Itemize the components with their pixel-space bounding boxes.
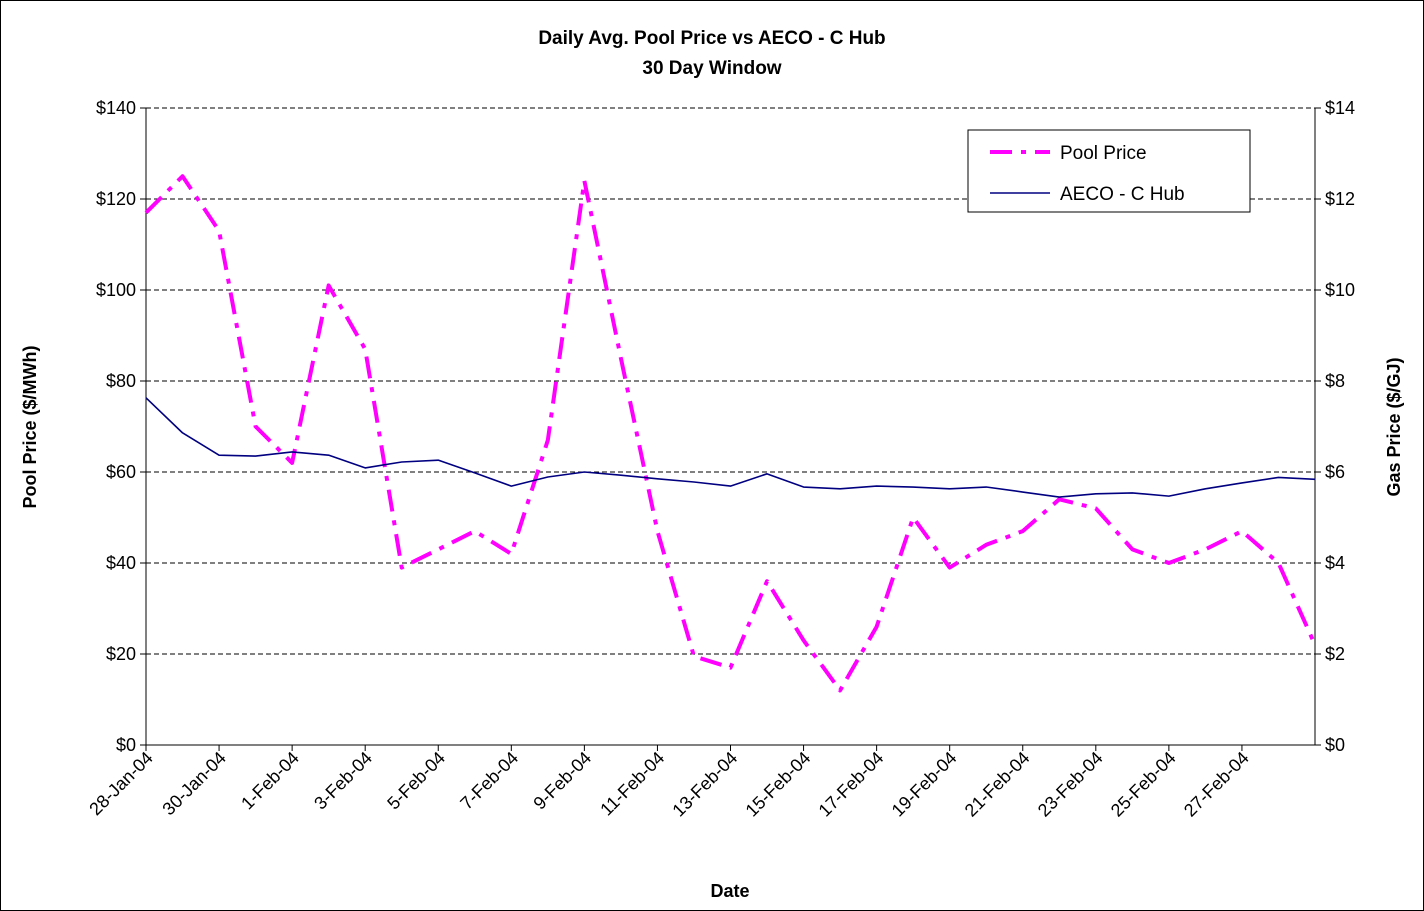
chart-subtitle: 30 Day Window <box>642 58 781 79</box>
y2-tick-label: $6 <box>1325 462 1345 482</box>
y-tick-label: $120 <box>96 189 136 209</box>
y2-axis-title: Gas Price ($/GJ) <box>1384 357 1404 496</box>
y-tick-label: $60 <box>106 462 136 482</box>
legend-box <box>967 129 1251 213</box>
y-tick-label: $0 <box>116 735 136 755</box>
legend-label: AECO - C Hub <box>1060 184 1185 205</box>
y2-tick-label: $12 <box>1325 189 1355 209</box>
y-tick-label: $140 <box>96 98 136 118</box>
series-line <box>145 397 1316 498</box>
y-tick-label: $40 <box>106 553 136 573</box>
y2-tick-label: $4 <box>1325 553 1345 573</box>
y-tick-label: $80 <box>106 371 136 391</box>
y-axis-title: Pool Price ($/MWh) <box>20 345 40 508</box>
y2-tick-label: $14 <box>1325 98 1355 118</box>
x-axis-title: Date <box>710 881 749 901</box>
legend-label: Pool Price <box>1060 143 1147 164</box>
y2-tick-label: $10 <box>1325 280 1355 300</box>
y-tick-label: $20 <box>106 644 136 664</box>
y2-tick-label: $0 <box>1325 735 1345 755</box>
y2-tick-label: $8 <box>1325 371 1345 391</box>
y-tick-label: $100 <box>96 280 136 300</box>
y2-tick-label: $2 <box>1325 644 1345 664</box>
series-line <box>144 174 1317 693</box>
chart-title: Daily Avg. Pool Price vs AECO - C Hub <box>538 28 885 49</box>
